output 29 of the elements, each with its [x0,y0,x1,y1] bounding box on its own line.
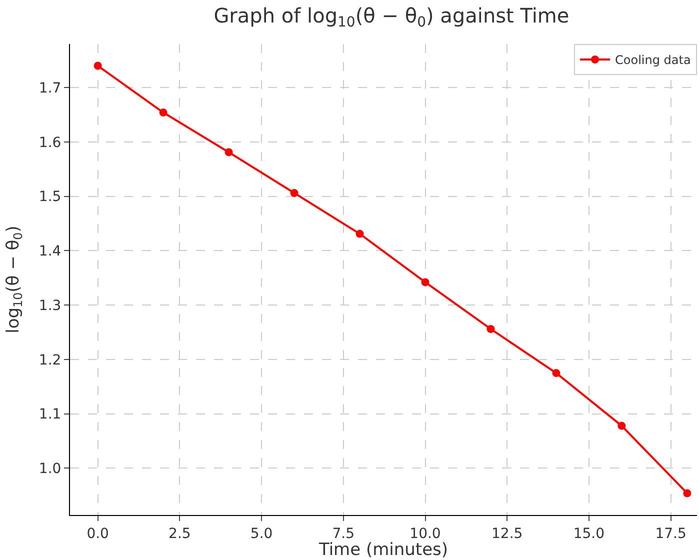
x-tick-label: 0.0 [86,526,109,542]
legend-label: Cooling data [615,53,691,68]
y-tick-label: 1.1 [38,406,62,423]
y-tick-label: 1.3 [38,298,62,314]
point [290,189,298,198]
point [94,62,102,70]
y-tick-label: 1.2 [38,352,62,368]
chart-title: Graph of log$_{10}$(θ − θ$_{0}$) against Time [214,3,570,31]
x-tick-label: 12.5 [492,526,523,542]
point [356,230,364,238]
x-tick-label: 7.5 [332,526,355,542]
point [552,369,560,378]
x-tick-label: 2.5 [168,526,191,542]
y-tick-label: 1.5 [38,189,62,206]
x-tick-label: 17.5 [655,526,686,542]
x-tick-label: 5.0 [250,526,273,542]
y-tick-label: 1.4 [38,244,62,260]
point [224,148,233,156]
x-tick-label: 10.0 [410,526,441,542]
point [421,278,430,286]
x-tick-label: 15.0 [573,526,605,542]
point [683,489,692,498]
y-tick-label: 1.0 [38,461,62,478]
point [618,422,626,430]
y-tick-label: 1.7 [38,80,62,96]
x-axis-title: Time (minutes) [318,540,448,560]
point [159,108,168,117]
y-tick-label: 1.6 [38,134,62,151]
point [486,324,495,333]
